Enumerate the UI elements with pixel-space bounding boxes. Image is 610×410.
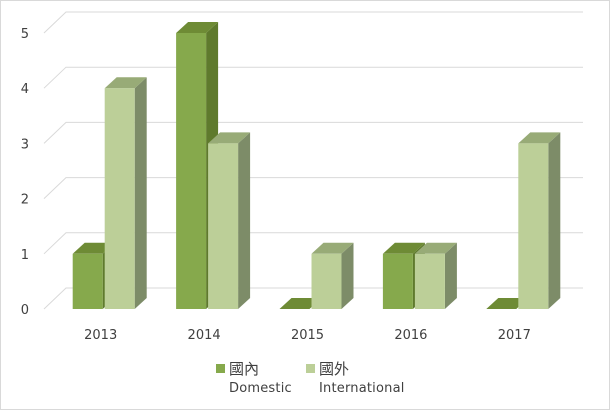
y-tick-label: 1 [21,248,29,263]
bar-side-international-2015 [341,242,354,309]
bar-international-2016 [414,253,445,309]
y-tick-label: 4 [21,82,29,97]
bar-top-international-2014 [208,132,251,144]
bar-top-international-2016 [414,242,457,254]
bar-international-2013 [104,88,135,309]
x-tick-label: 2013 [84,328,117,343]
legend-label-domestic-en: Domestic [229,381,292,396]
legend-label-international-en: International [319,381,405,396]
legend-swatch-domestic [216,364,225,373]
bar-side-international-2017 [548,132,561,309]
gridline [43,121,583,144]
legend-swatch-international [306,364,315,373]
bar-top-domestic-2013 [72,242,115,254]
bar-top-international-2017 [518,132,561,144]
bar-top-domestic-2014 [176,22,219,33]
x-tick-label: 2015 [291,328,324,343]
bar-side-international-2016 [444,242,457,309]
bar-top-domestic-2017 [486,298,529,309]
gridline [43,11,583,34]
y-tick-label: 2 [21,193,29,208]
legend-label-international-zh: 國外 [319,360,350,378]
bar-side-international-2013 [134,77,147,309]
bar-top-international-2013 [104,77,147,89]
bar-side-international-2014 [238,132,251,309]
bar-international-2017 [518,143,549,309]
gridline [43,232,583,255]
bar-top-international-2015 [311,242,354,254]
y-tick-label: 5 [21,27,29,42]
gridline [43,177,583,199]
bar-top-domestic-2016 [382,242,425,254]
legend-label-domestic-zh: 國內 [229,360,260,378]
gridline [43,66,583,89]
bar-domestic-2014 [176,33,207,309]
x-tick-label: 2016 [394,328,427,343]
bar-domestic-2013 [72,253,103,309]
y-tick-label: 3 [21,137,29,152]
bar-international-2014 [208,143,239,309]
y-tick-label: 0 [21,303,29,318]
bar-top-domestic-2015 [279,298,322,309]
bar-domestic-2016 [382,253,413,309]
x-tick-label: 2017 [498,328,531,343]
bar-international-2015 [311,253,342,309]
x-tick-label: 2014 [188,328,221,343]
